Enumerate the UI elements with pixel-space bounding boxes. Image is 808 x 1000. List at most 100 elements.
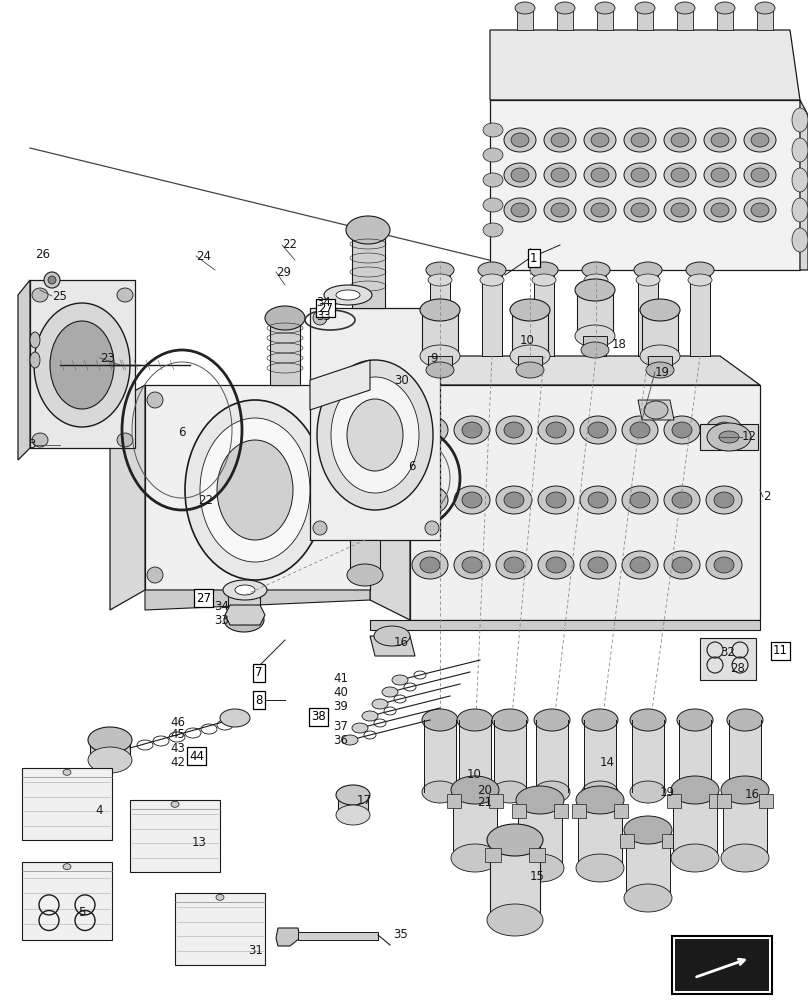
Ellipse shape — [646, 362, 674, 378]
Text: 27: 27 — [196, 591, 211, 604]
Ellipse shape — [412, 486, 448, 514]
Ellipse shape — [576, 786, 624, 814]
Ellipse shape — [631, 133, 649, 147]
Ellipse shape — [224, 608, 264, 632]
Polygon shape — [717, 794, 731, 808]
Ellipse shape — [664, 486, 700, 514]
Ellipse shape — [727, 709, 763, 731]
Polygon shape — [723, 790, 767, 858]
Ellipse shape — [504, 163, 536, 187]
Text: 33: 33 — [316, 310, 330, 324]
Ellipse shape — [347, 564, 383, 586]
Ellipse shape — [582, 781, 618, 803]
Bar — [672, 936, 772, 994]
Text: 6: 6 — [178, 426, 186, 438]
Ellipse shape — [538, 416, 574, 444]
Polygon shape — [489, 794, 503, 808]
Ellipse shape — [544, 128, 576, 152]
Polygon shape — [18, 280, 30, 460]
Text: 12: 12 — [742, 430, 757, 444]
Polygon shape — [447, 794, 461, 808]
Ellipse shape — [483, 173, 503, 187]
Text: 11: 11 — [773, 645, 788, 658]
Ellipse shape — [487, 904, 543, 936]
Ellipse shape — [88, 727, 132, 753]
Ellipse shape — [412, 416, 448, 444]
Text: 19: 19 — [655, 365, 670, 378]
Ellipse shape — [672, 492, 692, 508]
Ellipse shape — [532, 274, 556, 286]
Ellipse shape — [584, 128, 616, 152]
Text: 15: 15 — [530, 869, 545, 882]
Polygon shape — [512, 310, 548, 356]
Ellipse shape — [420, 299, 460, 321]
Ellipse shape — [624, 816, 672, 844]
Text: 40: 40 — [333, 686, 348, 700]
Ellipse shape — [671, 844, 719, 872]
Text: 27: 27 — [318, 302, 333, 314]
Ellipse shape — [677, 781, 713, 803]
Text: 23: 23 — [100, 352, 115, 364]
Ellipse shape — [44, 272, 60, 288]
Ellipse shape — [664, 198, 696, 222]
Ellipse shape — [575, 325, 615, 347]
Ellipse shape — [426, 262, 454, 278]
Text: 35: 35 — [393, 928, 408, 942]
Ellipse shape — [492, 709, 528, 731]
Ellipse shape — [30, 352, 40, 368]
Polygon shape — [490, 840, 540, 920]
Ellipse shape — [511, 133, 529, 147]
Polygon shape — [453, 790, 497, 858]
Ellipse shape — [462, 557, 482, 573]
Text: 10: 10 — [467, 768, 482, 782]
Polygon shape — [338, 795, 368, 815]
Polygon shape — [310, 360, 370, 410]
Ellipse shape — [719, 431, 739, 443]
Polygon shape — [586, 270, 606, 356]
Text: 3: 3 — [28, 438, 36, 452]
Ellipse shape — [630, 781, 666, 803]
Ellipse shape — [792, 168, 808, 192]
Ellipse shape — [534, 709, 570, 731]
Ellipse shape — [751, 133, 769, 147]
Text: 41: 41 — [333, 672, 348, 686]
Ellipse shape — [372, 699, 388, 709]
Polygon shape — [583, 336, 607, 350]
Ellipse shape — [420, 492, 440, 508]
Ellipse shape — [32, 288, 48, 302]
Ellipse shape — [235, 585, 255, 595]
Ellipse shape — [591, 133, 609, 147]
Ellipse shape — [624, 163, 656, 187]
Ellipse shape — [751, 203, 769, 217]
Ellipse shape — [317, 360, 433, 510]
Ellipse shape — [582, 709, 618, 731]
Polygon shape — [350, 540, 380, 575]
Ellipse shape — [483, 223, 503, 237]
Ellipse shape — [492, 781, 528, 803]
Ellipse shape — [347, 399, 403, 471]
Ellipse shape — [706, 551, 742, 579]
Ellipse shape — [588, 557, 608, 573]
Text: 16: 16 — [394, 637, 409, 650]
Ellipse shape — [220, 709, 250, 727]
Ellipse shape — [382, 687, 398, 697]
Polygon shape — [145, 385, 370, 590]
Polygon shape — [228, 590, 260, 620]
Ellipse shape — [630, 557, 650, 573]
Polygon shape — [370, 356, 760, 385]
Ellipse shape — [644, 401, 668, 419]
Ellipse shape — [664, 128, 696, 152]
Ellipse shape — [457, 781, 493, 803]
Ellipse shape — [451, 844, 499, 872]
Ellipse shape — [336, 805, 370, 825]
Ellipse shape — [551, 133, 569, 147]
Ellipse shape — [496, 486, 532, 514]
Ellipse shape — [671, 133, 689, 147]
Ellipse shape — [313, 521, 327, 535]
Ellipse shape — [88, 747, 132, 773]
Ellipse shape — [622, 486, 658, 514]
Polygon shape — [759, 794, 773, 808]
Ellipse shape — [546, 557, 566, 573]
Ellipse shape — [631, 203, 649, 217]
Ellipse shape — [677, 709, 713, 731]
